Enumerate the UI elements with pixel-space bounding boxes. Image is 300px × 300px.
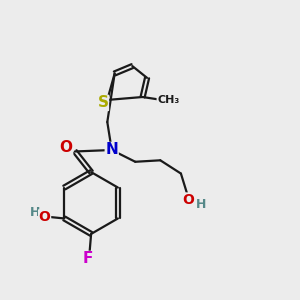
Text: F: F [83, 251, 93, 266]
Text: S: S [98, 95, 108, 110]
Text: O: O [182, 193, 194, 207]
Text: H: H [30, 206, 40, 219]
Text: O: O [60, 140, 73, 154]
Text: O: O [39, 210, 50, 224]
Text: CH₃: CH₃ [157, 95, 179, 105]
Text: H: H [196, 198, 206, 211]
Text: N: N [105, 142, 118, 158]
